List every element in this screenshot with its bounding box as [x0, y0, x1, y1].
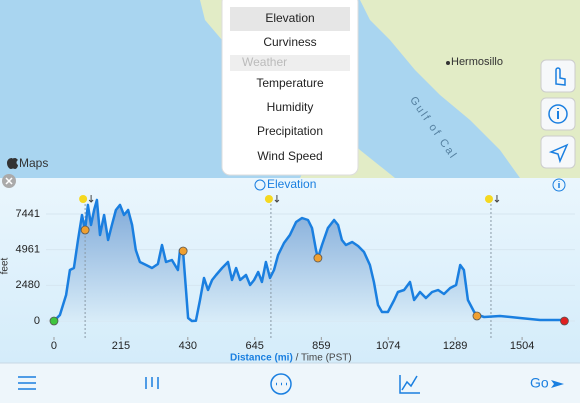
pins-button[interactable] [145, 377, 159, 389]
gesture-icon [555, 67, 566, 86]
land [200, 0, 222, 40]
x-tick-label: 215 [112, 340, 130, 352]
panel-icon [254, 179, 266, 191]
menu-item[interactable]: Temperature [256, 76, 324, 90]
chart: 0 2480 4961 7441 0 215 430 645 859 1074 1289 1504 [16, 195, 575, 352]
weather-arrow [494, 195, 500, 203]
weather-arrow [88, 195, 94, 203]
chart-button[interactable] [399, 375, 420, 394]
weather-sun [79, 195, 88, 203]
y-tick-label: 4961 [16, 244, 40, 256]
gesture-button[interactable] [540, 59, 576, 93]
menu-item[interactable]: Precipitation [257, 124, 323, 138]
city-dot [446, 61, 450, 65]
close-icon [5, 177, 13, 185]
menu-section-bg [230, 55, 350, 71]
locate-icon [548, 143, 569, 164]
info-icon [548, 104, 568, 124]
route-point [560, 316, 569, 326]
menu-highlight [230, 7, 350, 31]
y-tick-label: 7441 [16, 208, 40, 220]
y-axis-label: feet [0, 257, 11, 274]
route-point [313, 253, 323, 263]
x-axis-label: Distance (mi) [230, 353, 293, 364]
weather-sun [264, 195, 273, 203]
menu-item[interactable]: Curviness [263, 35, 316, 49]
panel-title[interactable]: Elevation [267, 177, 316, 191]
route-point [472, 311, 482, 321]
route-point [49, 316, 59, 326]
x-tick-label: 430 [179, 340, 197, 352]
menu [221, 0, 359, 176]
menu-item[interactable]: Wind Speed [257, 149, 322, 163]
x-axis-label-extra: / Time (PST) [293, 353, 352, 364]
weather-sun [484, 195, 493, 203]
menu-item[interactable]: Humidity [267, 100, 314, 114]
city-label: Hermosillo [451, 56, 503, 68]
menu-item[interactable]: Elevation [265, 11, 314, 25]
x-tick-label: 0 [51, 340, 57, 352]
brand-logo [7, 158, 18, 169]
brand-label: Maps [19, 156, 48, 170]
x-tick-label: 645 [246, 340, 264, 352]
panel-info[interactable] [552, 178, 566, 192]
go-button[interactable]: Go [530, 375, 549, 391]
land [360, 0, 580, 178]
x-tick-label: 859 [312, 340, 330, 352]
x-tick-label: 1504 [510, 340, 534, 352]
route-point [178, 246, 188, 256]
map-buttons [540, 59, 576, 169]
x-tick-label: 1289 [443, 340, 467, 352]
elevation-line [53, 198, 566, 323]
menu-section: Weather [242, 55, 287, 69]
more-button[interactable] [270, 373, 292, 395]
locate-button[interactable] [540, 135, 576, 169]
y-tick-label: 2480 [16, 279, 40, 291]
x-tick-label: 1074 [376, 340, 400, 352]
weather-arrow [274, 195, 280, 203]
go-icon [551, 380, 564, 388]
toolbar [0, 363, 580, 403]
list-button[interactable] [18, 376, 36, 390]
y-tick-label: 0 [34, 315, 40, 327]
route-point [80, 225, 90, 235]
